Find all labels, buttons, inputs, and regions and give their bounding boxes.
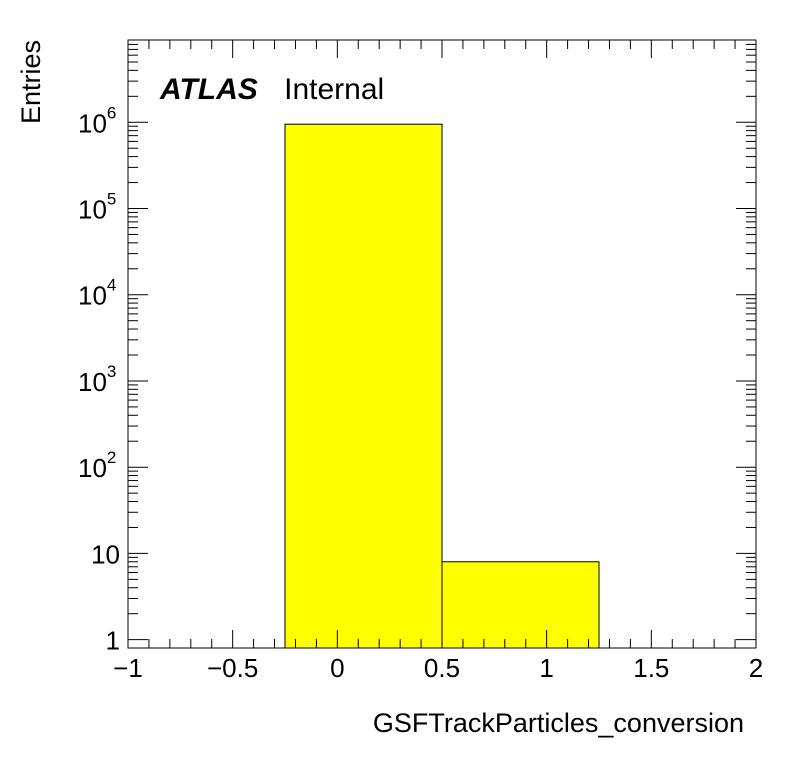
atlas-label-internal: Internal (284, 73, 384, 106)
x-tick-label: 1 (539, 653, 553, 683)
x-axis-title: GSFTrackParticles_conversion (373, 708, 744, 738)
axis-ticks (127, 39, 757, 648)
y-tick-label: 104 (78, 276, 116, 311)
atlas-label: ATLAS Internal (159, 73, 384, 106)
y-axis-title: Entries (16, 40, 46, 124)
y-tick-label-exponent: 3 (107, 362, 116, 381)
histogram-bars (284, 123, 600, 649)
y-tick-label-exponent: 6 (107, 103, 116, 122)
y-tick-label: 103 (78, 362, 116, 397)
x-tick-label: −0.5 (207, 653, 258, 683)
x-tick-label: 2 (749, 653, 763, 683)
y-tick-label: 102 (78, 448, 116, 483)
y-tick-label-base: 10 (78, 108, 107, 138)
y-tick-label: 105 (78, 190, 116, 225)
x-tick-labels: −1 −0.5 0 0.5 1 1.5 2 (113, 653, 763, 683)
y-tick-label-exponent: 4 (107, 276, 116, 295)
y-tick-label: 10 (91, 539, 120, 569)
atlas-label-bold: ATLAS (159, 73, 258, 106)
plot-frame (127, 39, 757, 649)
x-tick-label: 0.5 (424, 653, 460, 683)
histogram-bar-1 (441, 561, 600, 649)
histogram-bar-0 (284, 123, 443, 649)
x-tick-label: −1 (113, 653, 143, 683)
y-tick-label-exponent: 2 (107, 448, 116, 467)
y-tick-label: 106 (78, 103, 116, 138)
y-tick-label: 1 (106, 626, 120, 656)
y-tick-label-base: 10 (78, 453, 107, 483)
y-tick-label-base: 10 (78, 367, 107, 397)
y-tick-label-base: 10 (78, 281, 107, 311)
y-tick-label-exponent: 5 (107, 190, 116, 209)
y-tick-label-base: 10 (78, 195, 107, 225)
x-tick-label: 0 (330, 653, 344, 683)
x-tick-label: 1.5 (633, 653, 669, 683)
